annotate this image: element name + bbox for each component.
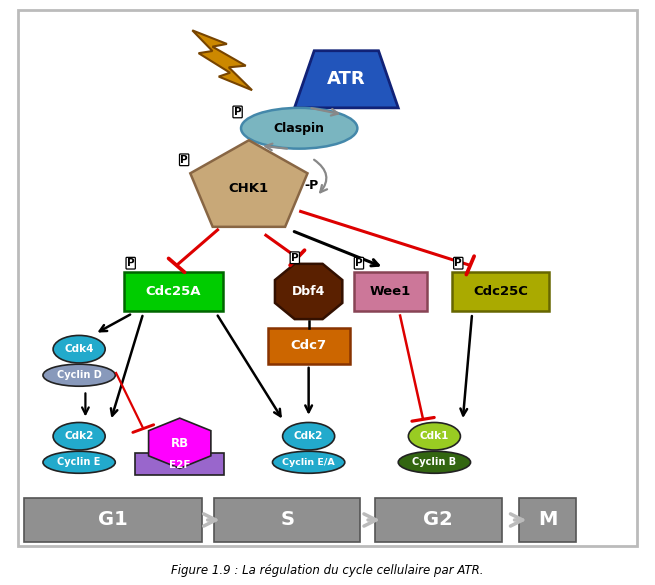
Text: P: P	[127, 258, 134, 268]
Text: P: P	[455, 258, 462, 268]
Text: Cdk1: Cdk1	[420, 431, 449, 441]
Text: Cyclin E/A: Cyclin E/A	[282, 458, 335, 467]
Ellipse shape	[408, 422, 460, 450]
Ellipse shape	[43, 451, 115, 473]
Polygon shape	[275, 264, 343, 319]
FancyBboxPatch shape	[354, 272, 426, 311]
FancyBboxPatch shape	[519, 498, 576, 542]
Text: E2F: E2F	[169, 460, 191, 470]
Text: G2: G2	[423, 511, 453, 529]
FancyArrowPatch shape	[314, 160, 327, 192]
Text: M: M	[538, 511, 557, 529]
Text: Cyclin B: Cyclin B	[413, 457, 457, 467]
Text: Cyclin D: Cyclin D	[57, 370, 102, 380]
Text: Cdk4: Cdk4	[64, 344, 94, 354]
Text: Cdc7: Cdc7	[291, 339, 327, 352]
Text: Cdc25A: Cdc25A	[145, 285, 201, 298]
FancyArrowPatch shape	[265, 144, 287, 150]
Text: ATR: ATR	[327, 70, 365, 88]
FancyArrowPatch shape	[311, 108, 338, 115]
Text: Figure 1.9 : La régulation du cycle cellulaire par ATR.: Figure 1.9 : La régulation du cycle cell…	[171, 564, 484, 577]
FancyBboxPatch shape	[124, 272, 223, 311]
Ellipse shape	[282, 422, 335, 450]
Text: Cdk2: Cdk2	[294, 431, 324, 441]
Ellipse shape	[53, 335, 105, 363]
Ellipse shape	[53, 422, 105, 450]
Text: P: P	[234, 107, 242, 117]
Text: P: P	[180, 155, 188, 165]
FancyBboxPatch shape	[268, 328, 350, 363]
Ellipse shape	[241, 108, 358, 149]
Polygon shape	[149, 418, 211, 469]
Text: P: P	[291, 253, 299, 263]
FancyBboxPatch shape	[375, 498, 502, 542]
Polygon shape	[193, 30, 252, 90]
FancyBboxPatch shape	[136, 453, 224, 475]
Text: RB: RB	[171, 437, 189, 450]
Polygon shape	[191, 140, 307, 227]
Polygon shape	[295, 51, 398, 108]
Text: CHK1: CHK1	[229, 181, 269, 195]
FancyBboxPatch shape	[452, 272, 549, 311]
Text: Wee1: Wee1	[370, 285, 411, 298]
Text: Claspin: Claspin	[274, 122, 325, 135]
FancyBboxPatch shape	[24, 498, 202, 542]
Text: Cyclin E: Cyclin E	[58, 457, 101, 467]
Text: P: P	[355, 258, 363, 268]
Ellipse shape	[398, 451, 470, 473]
Text: -P: -P	[304, 179, 318, 192]
Ellipse shape	[272, 451, 345, 473]
Text: G1: G1	[98, 511, 128, 529]
Text: Cdk2: Cdk2	[64, 431, 94, 441]
Ellipse shape	[43, 364, 115, 386]
Text: Cdc25C: Cdc25C	[473, 285, 528, 298]
Text: Dbf4: Dbf4	[292, 285, 326, 298]
Text: S: S	[280, 511, 294, 529]
FancyBboxPatch shape	[214, 498, 360, 542]
